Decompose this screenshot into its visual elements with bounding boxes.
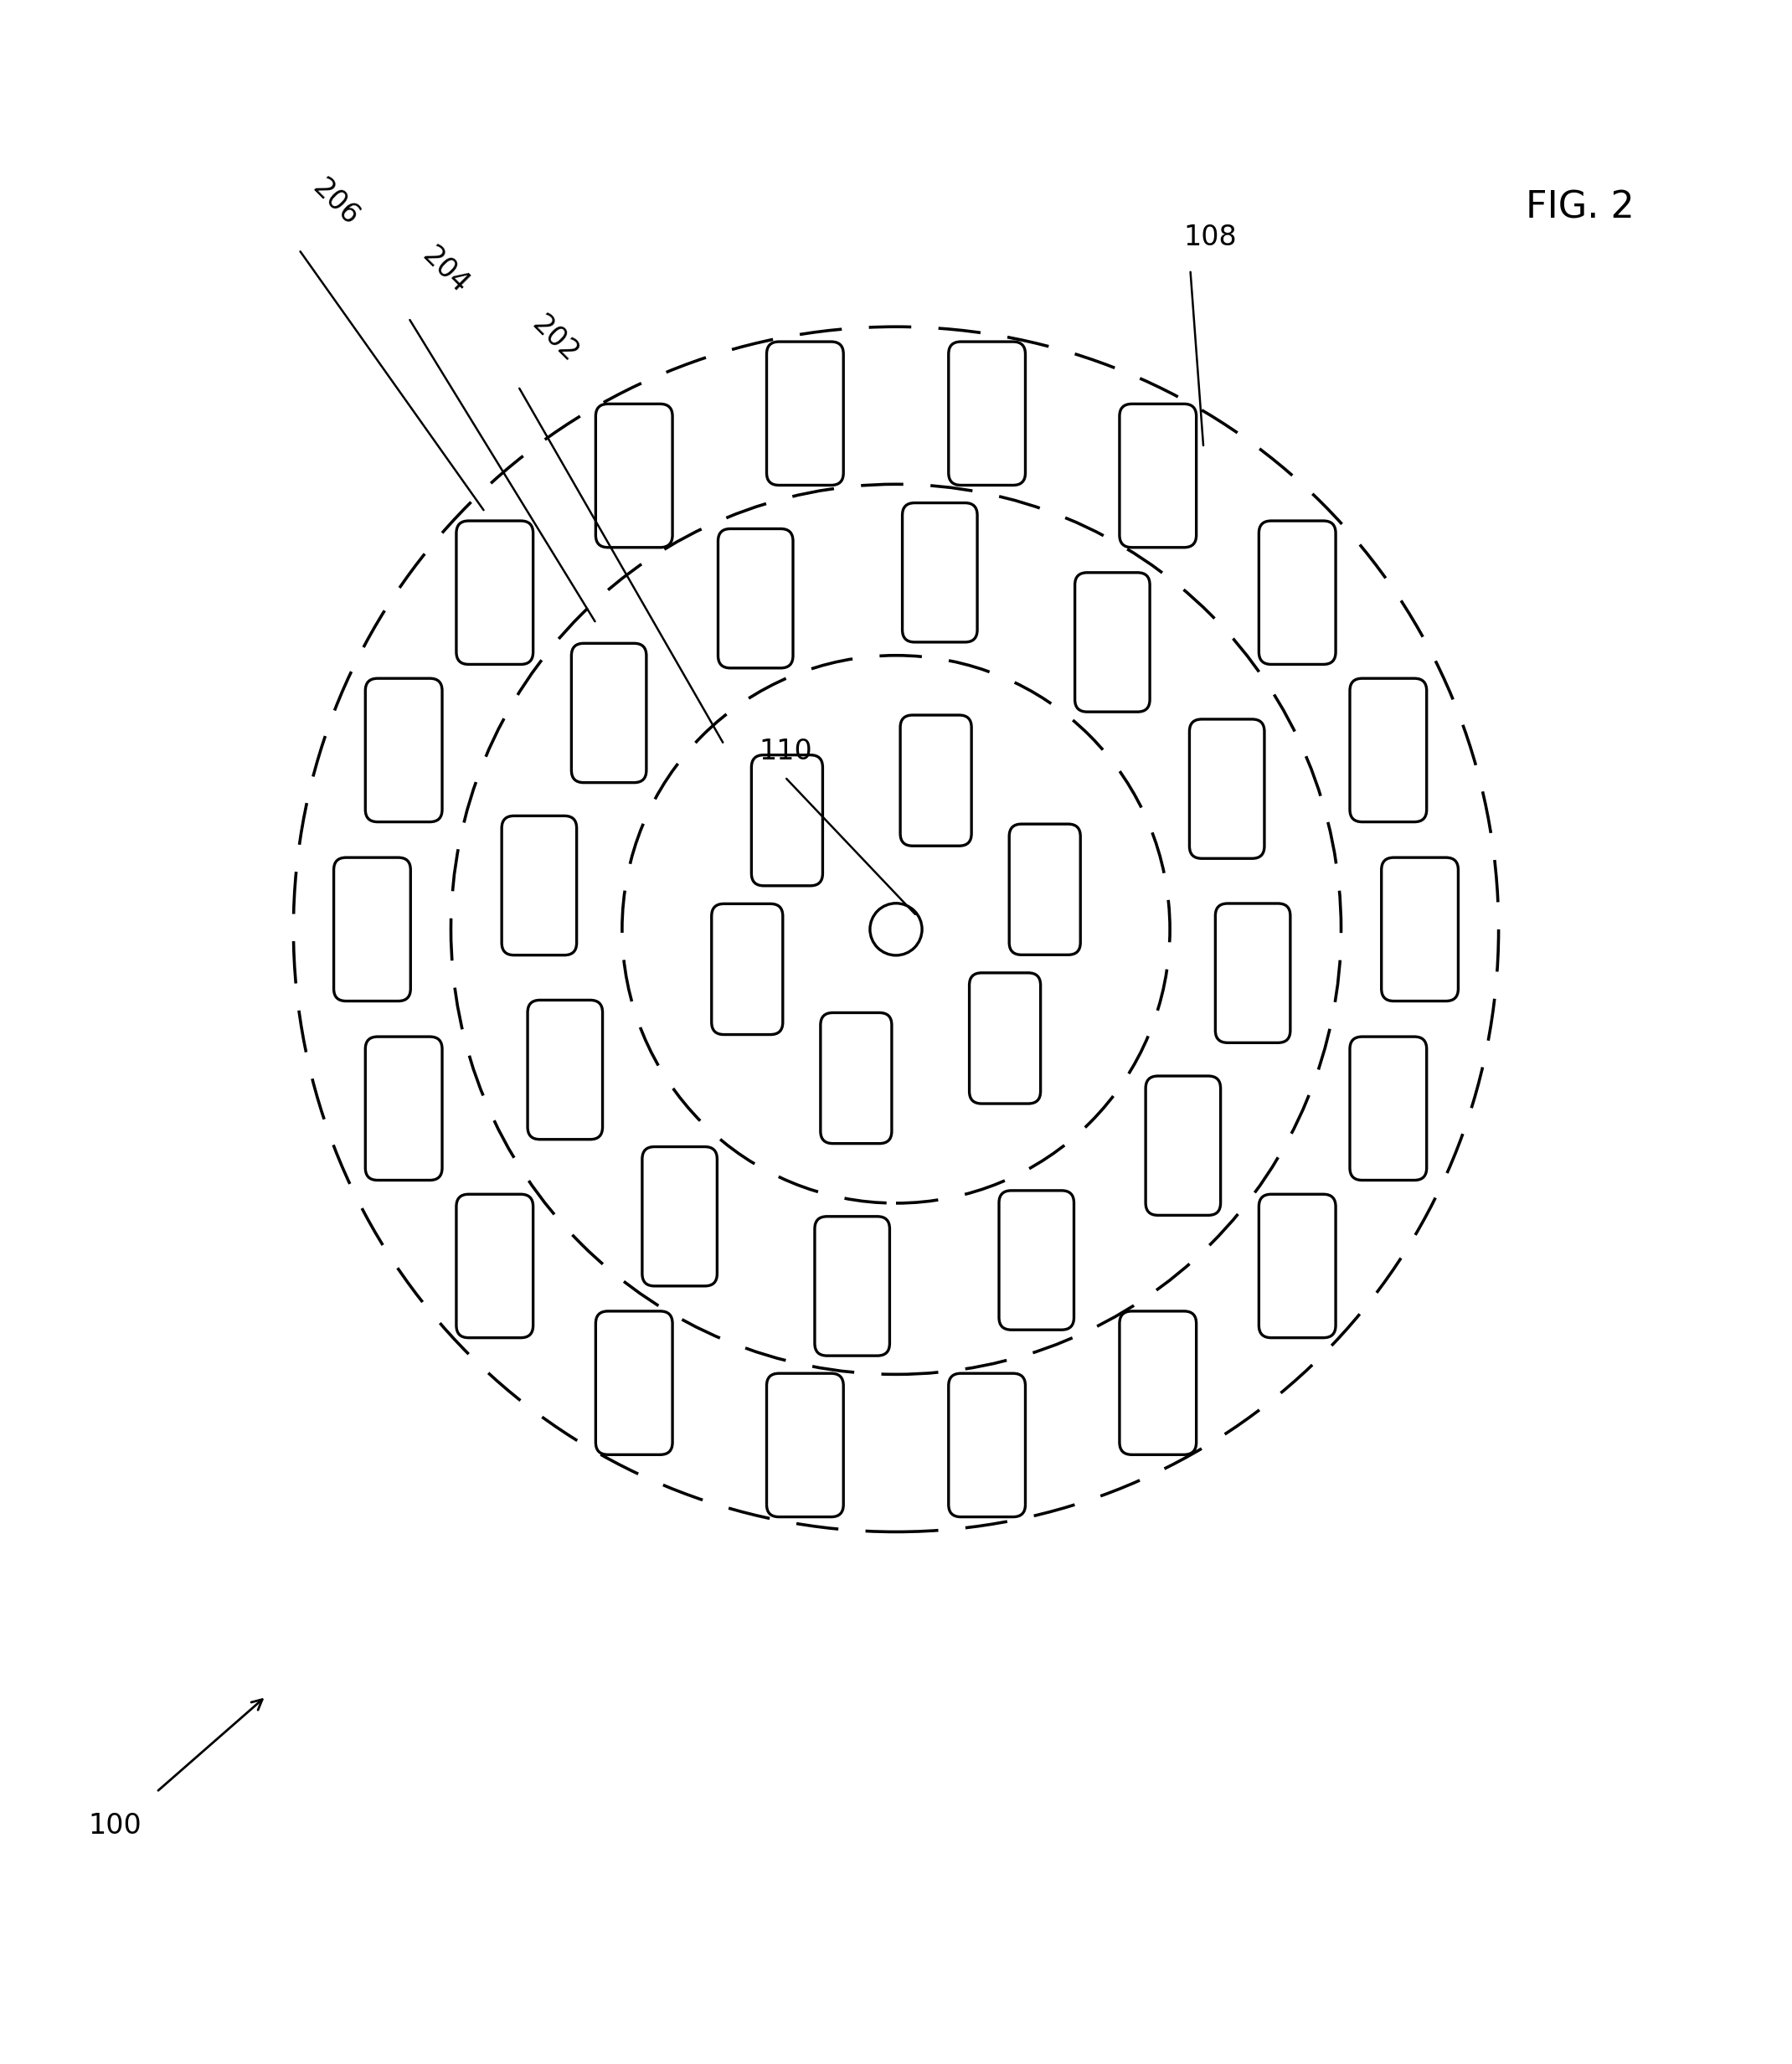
Text: 204: 204 [418,241,475,299]
Text: 108: 108 [1183,223,1236,252]
Text: FIG. 2: FIG. 2 [1527,190,1634,225]
Text: 202: 202 [527,310,584,367]
Text: 100: 100 [88,1812,142,1839]
Text: 206: 206 [306,173,364,231]
Text: 110: 110 [760,737,812,766]
